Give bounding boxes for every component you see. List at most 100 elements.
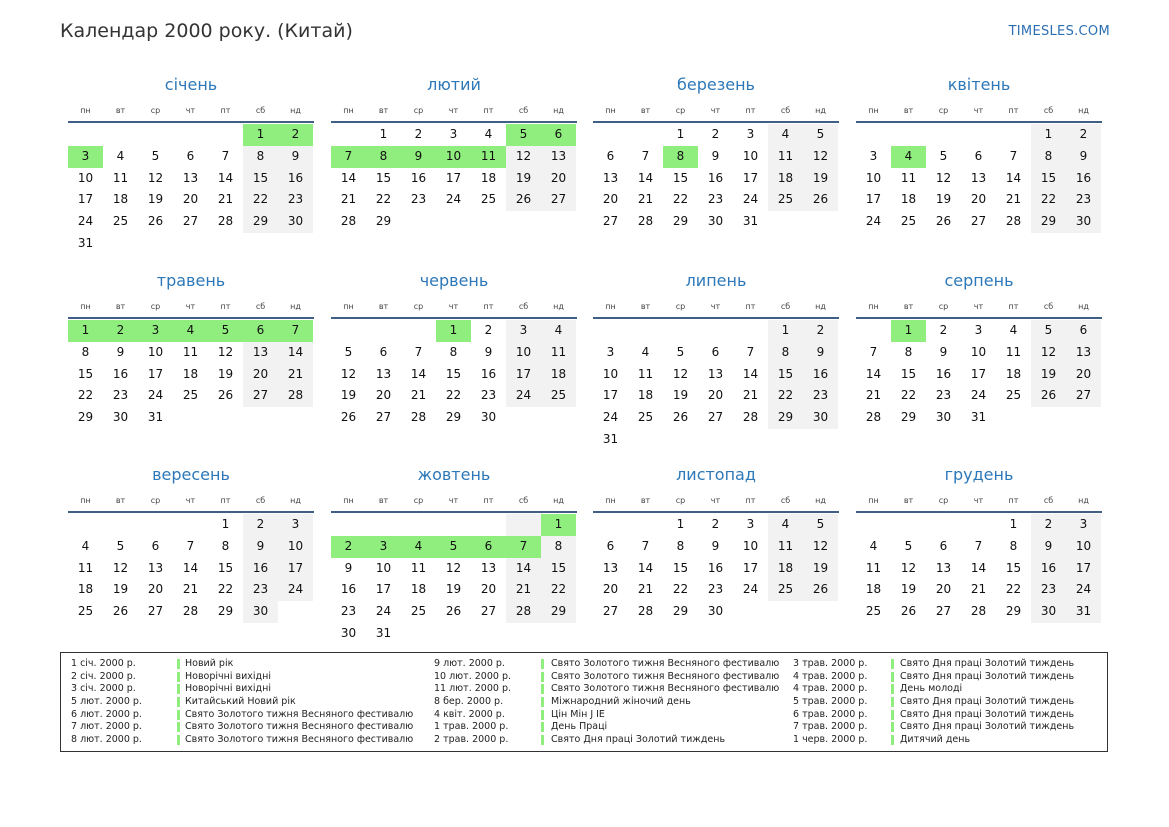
day-cell: 5 [803, 124, 838, 146]
day-cell: 6 [243, 320, 278, 342]
empty-cell [733, 320, 768, 342]
day-cell: 25 [768, 579, 803, 602]
day-cell: 24 [742, 582, 759, 597]
legend-color-marker [541, 659, 544, 669]
day-cell: 12 [506, 145, 541, 168]
day-cell: 12 [445, 560, 462, 575]
day-cell: 21 [1005, 192, 1022, 207]
week-row: 9 10 11 12 13 14 15 [331, 557, 577, 580]
day-cell: 10 [147, 344, 164, 359]
empty-cell [471, 514, 506, 536]
weekday-label: чт [448, 106, 459, 115]
legend-holiday-name: Свято Золотого тижня Весняного фестивалю [551, 683, 780, 695]
legend-date: 3 січ. 2000 р. [71, 683, 136, 695]
day-cell: 8 [1031, 145, 1066, 168]
week-row: 19 20 21 22 23 24 25 [331, 385, 577, 408]
legend-date: 1 черв. 2000 р. [793, 734, 868, 746]
empty-cell [401, 320, 436, 342]
month-divider [856, 317, 1102, 319]
empty-cell [401, 514, 436, 536]
weekday-label: ср [938, 496, 949, 505]
day-cell: 31 [602, 431, 619, 446]
day-cell: 8 [366, 145, 401, 168]
empty-cell [593, 320, 628, 342]
day-cell: 23 [278, 189, 313, 212]
week-row: 31 [68, 233, 314, 255]
day-cell: 5 [676, 344, 685, 359]
day-cell: 19 [1031, 363, 1066, 386]
day-cell: 8 [221, 538, 230, 553]
empty-cell [401, 623, 436, 645]
empty-cell [366, 320, 401, 342]
legend-holiday-name: Новорічні вихідні [185, 670, 271, 682]
legend-date: 6 трав. 2000 р. [793, 708, 868, 720]
day-cell: 26 [803, 579, 838, 602]
month-9: вересень пн вт ср чт пт сб нд 1 2 3 4 5 6 7 8 9 10 11 12 13 1… [68, 463, 314, 623]
weekday-header: пн вт ср чт пт сб нд [593, 104, 839, 118]
weekday-label: нд [815, 496, 826, 505]
day-cell: 26 [217, 388, 234, 403]
day-cell: 1 [676, 127, 685, 141]
month-name: листопад [676, 465, 756, 484]
empty-cell [803, 429, 838, 451]
day-cell: 17 [742, 170, 759, 185]
week-row: 13 14 15 16 17 18 19 [593, 557, 839, 580]
day-cell: 12 [803, 145, 838, 168]
day-cell: 29 [672, 214, 689, 229]
weekday-label: сб [780, 302, 791, 311]
day-cell: 16 [112, 366, 129, 381]
brand-link[interactable]: TIMESLES.COM [1008, 24, 1110, 39]
day-cell: 30 [707, 214, 724, 229]
day-cell: 26 [445, 604, 462, 619]
legend-holiday-name: Новорічні вихідні [185, 683, 271, 695]
day-cell: 11 [77, 560, 94, 575]
legend-color-marker [541, 722, 544, 733]
day-cell: 21 [637, 192, 654, 207]
weekday-label: ср [413, 302, 424, 311]
day-cell: 29 [375, 214, 392, 229]
day-cell: 8 [449, 344, 458, 359]
week-row: 22 23 24 25 26 27 28 [68, 385, 314, 408]
empty-cell [663, 320, 698, 342]
day-cell: 16 [480, 366, 497, 381]
weekday-header: пн вт ср чт пт сб нд [593, 494, 839, 508]
day-cell: 20 [480, 582, 497, 597]
week-row: 5 6 7 8 9 10 11 [331, 341, 577, 364]
day-cell: 10 [1066, 535, 1101, 558]
day-cell: 13 [602, 170, 619, 185]
day-cell: 2 [711, 517, 720, 531]
day-cell: 28 [1005, 214, 1022, 229]
week-row: 10 11 12 13 14 15 16 [856, 167, 1102, 190]
weekday-label: нд [290, 496, 301, 505]
day-cell: 24 [375, 604, 392, 619]
day-cell: 9 [243, 535, 278, 558]
day-cell: 22 [768, 385, 803, 408]
legend-date: 2 січ. 2000 р. [71, 670, 136, 682]
day-cell: 25 [77, 604, 94, 619]
month-name: лютий [427, 75, 481, 94]
day-cell: 11 [410, 560, 427, 575]
day-cell: 22 [1031, 189, 1066, 212]
day-cell: 6 [186, 148, 195, 163]
weekday-label: вт [903, 106, 914, 115]
day-cell: 4 [484, 127, 493, 141]
legend-column: 3 трав. 2000 р. Свято Дня праці Золотий т… [793, 658, 1093, 747]
weekday-label: пн [343, 496, 354, 505]
day-cell: 12 [803, 535, 838, 558]
empty-cell [243, 407, 278, 429]
legend-item: 6 трав. 2000 р. Свято Дня праці Золотий т… [793, 709, 1093, 722]
day-cell: 30 [1066, 211, 1101, 233]
weekday-label: чт [973, 106, 984, 115]
weekday-label: пн [80, 302, 91, 311]
empty-cell [768, 429, 803, 451]
day-cell: 2 [1066, 124, 1101, 146]
day-cell: 22 [375, 192, 392, 207]
day-cell: 5 [1031, 320, 1066, 342]
day-cell: 23 [112, 388, 129, 403]
day-cell: 19 [506, 167, 541, 190]
month-4: квітень пн вт ср чт пт сб нд 1 2 3 4 5 6 7 8 9 10 11 12 13 14… [856, 73, 1102, 233]
